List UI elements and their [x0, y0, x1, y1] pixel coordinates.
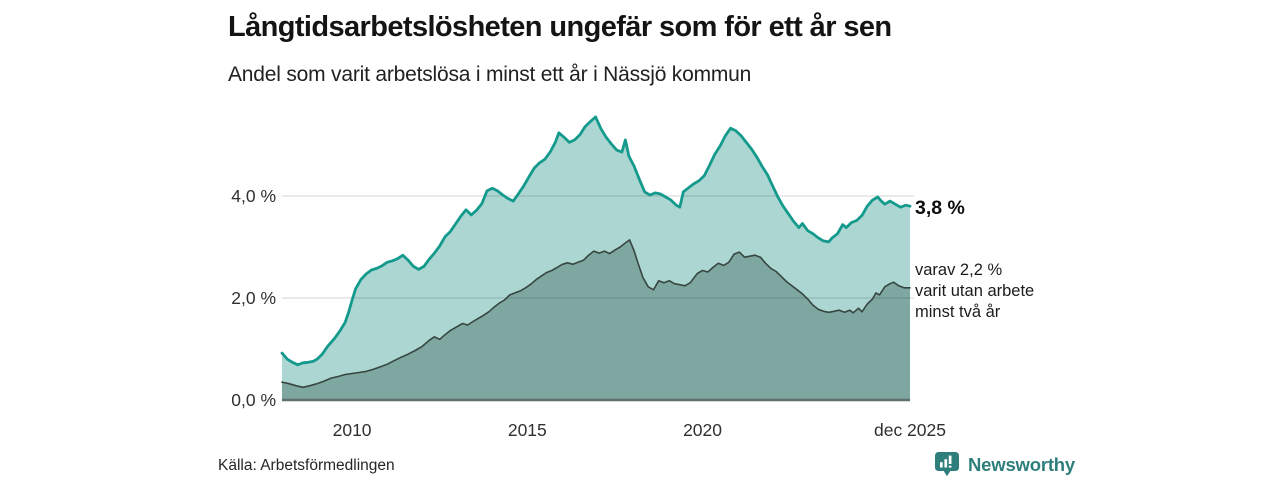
newsworthy-logo-icon	[934, 451, 960, 478]
y-axis-tick-label: 0,0 %	[231, 390, 276, 410]
secondary-value-label: varav 2,2 % varit utan arbete minst två …	[915, 260, 1034, 323]
x-axis-tick-label: dec 2025	[873, 420, 946, 440]
area-utan-arbete-minst-tva-ar	[282, 239, 910, 400]
page-subtitle: Andel som varit arbetslösa i minst ett å…	[228, 63, 752, 86]
line-utan-arbete-minst-tva-ar	[281, 239, 911, 389]
secondary-value-line: varav 2,2 %	[915, 261, 1003, 279]
page-title: Långtidsarbetslösheten ungefär som för e…	[228, 11, 892, 43]
secondary-value-line: minst två år	[915, 303, 1001, 321]
secondary-value-line: varit utan arbete	[915, 282, 1035, 300]
newsworthy-wordmark: Newsworthy	[968, 453, 1075, 475]
source-attribution: Källa: Arbetsförmedlingen	[218, 457, 395, 474]
y-axis-tick-label: 2,0 %	[231, 288, 276, 308]
x-axis-tick-label: 2015	[507, 420, 547, 440]
line-arbetslosa-minst-ett-ar	[280, 115, 912, 367]
y-axis-tick-label: 4,0 %	[231, 186, 276, 206]
newsworthy-brand-link[interactable]: Newsworthy	[934, 451, 1075, 478]
latest-value-label: 3,8 %	[915, 197, 965, 219]
x-axis-tick-label: 2010	[332, 420, 372, 440]
x-axis-tick-label: 2020	[683, 420, 722, 440]
